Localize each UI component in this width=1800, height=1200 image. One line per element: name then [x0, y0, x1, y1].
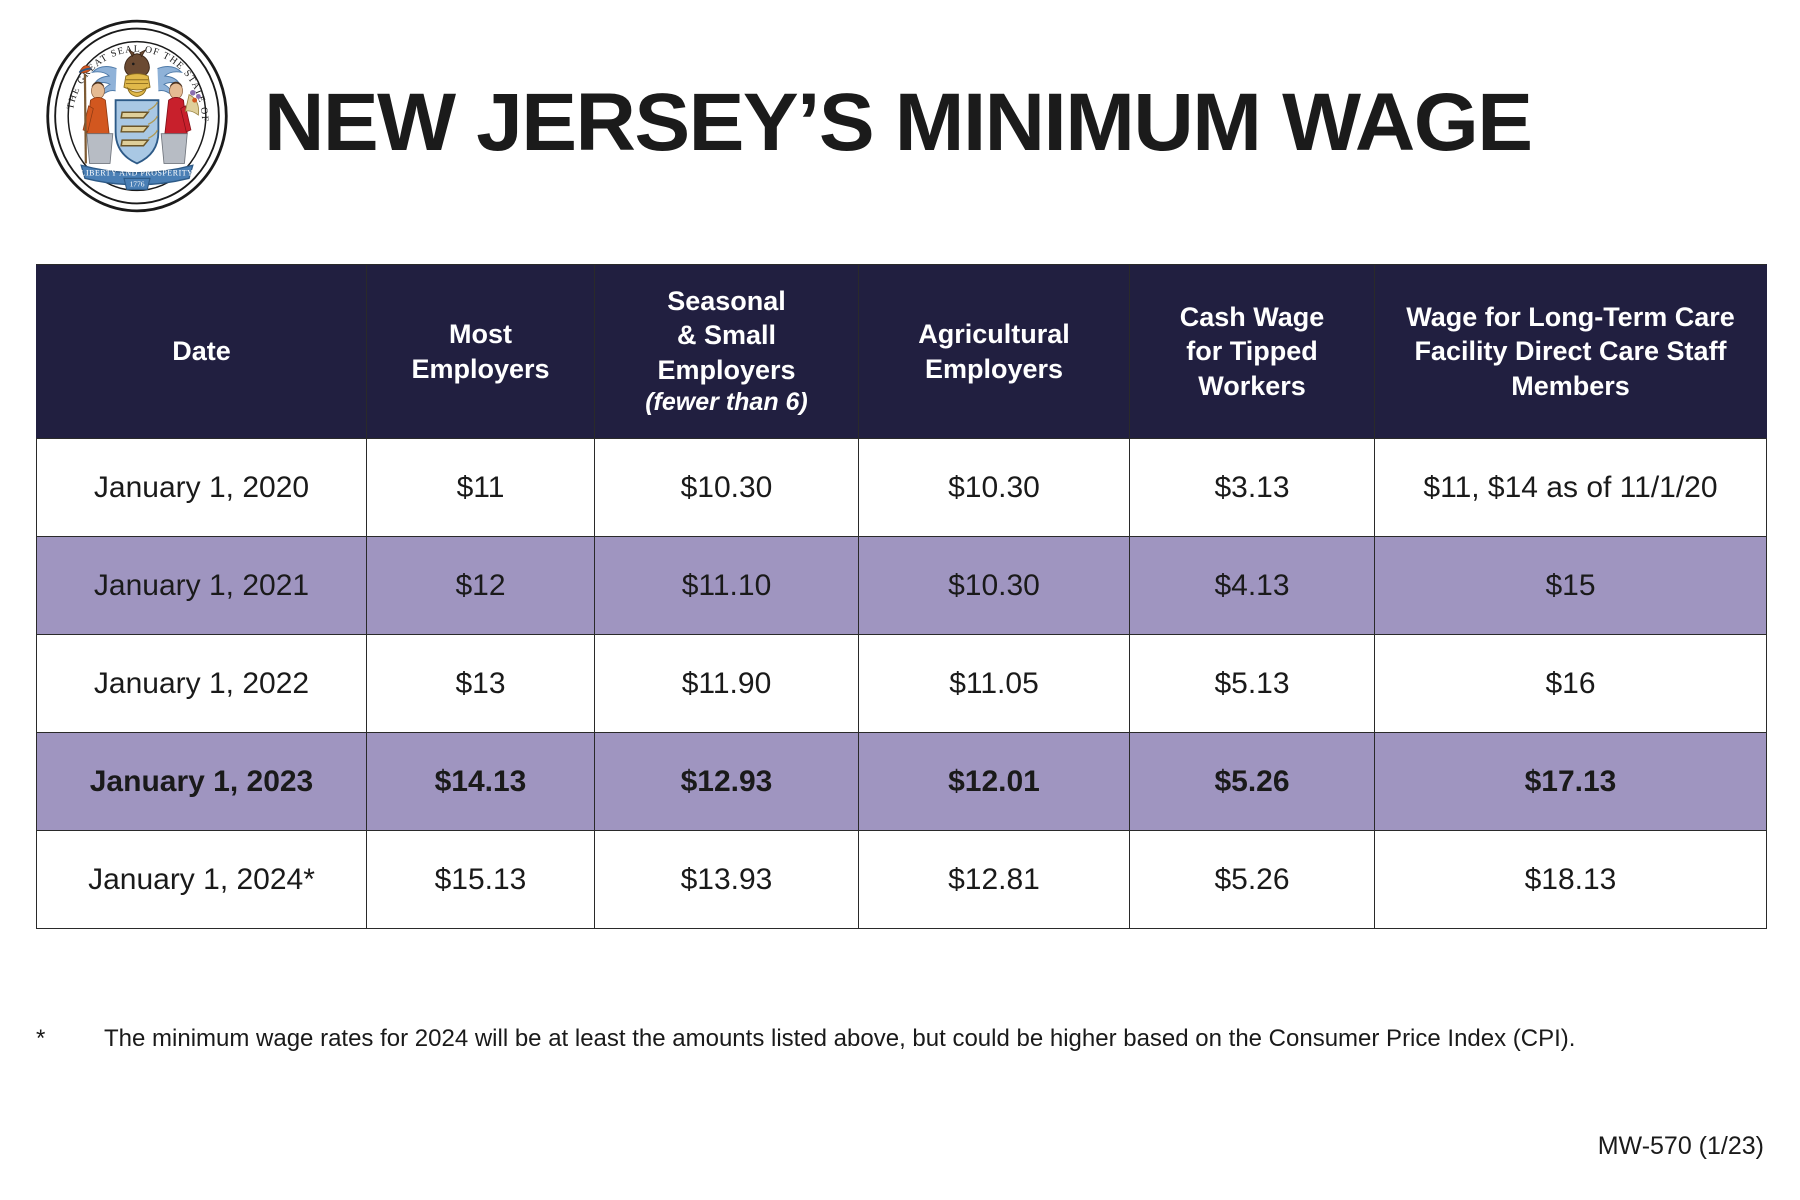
- cell-date: January 1, 2022: [36, 634, 367, 733]
- cell-long-term-care: $11, $14 as of 11/1/20: [1374, 438, 1767, 537]
- cell-long-term-care: $18.13: [1374, 830, 1767, 929]
- cell-long-term-care: $16: [1374, 634, 1767, 733]
- cell-agricultural: $12.01: [858, 732, 1130, 831]
- column-header-seasonal-line1: Seasonal: [667, 286, 786, 317]
- cell-agricultural: $11.05: [858, 634, 1130, 733]
- table-header-row: Date Most Employers Seasonal & Small Emp…: [36, 264, 1767, 439]
- column-header-tipped-line3: Workers: [1198, 370, 1306, 401]
- column-header-agricultural-line2: Employers: [924, 353, 1064, 384]
- cell-tipped: $5.26: [1129, 830, 1375, 929]
- table-row: January 1, 2024* $15.13 $13.93 $12.81 $5…: [36, 830, 1767, 929]
- cell-date: January 1, 2023: [36, 732, 367, 831]
- column-header-date-label: Date: [172, 336, 231, 367]
- cell-seasonal-small: $12.93: [594, 732, 859, 831]
- poster-header: THE GREAT SEAL OF THE STATE OF NEW JERSE…: [0, 0, 1800, 232]
- cell-date: January 1, 2020: [36, 438, 367, 537]
- cell-tipped: $3.13: [1129, 438, 1375, 537]
- cell-most-employers: $11: [366, 438, 595, 537]
- column-header-seasonal-subtext: (fewer than 6): [645, 388, 808, 417]
- cell-long-term-care: $17.13: [1374, 732, 1767, 831]
- column-header-seasonal-line2: & Small: [676, 320, 777, 351]
- document-reference-code: MW-570 (1/23): [1597, 1132, 1764, 1160]
- cell-most-employers: $12: [366, 536, 595, 635]
- column-header-seasonal-small-employers: Seasonal & Small Employers (fewer than 6…: [594, 264, 859, 439]
- footnote-text: The minimum wage rates for 2024 will be …: [104, 1025, 1576, 1052]
- table-row: January 1, 2022 $13 $11.90 $11.05 $5.13 …: [36, 634, 1767, 733]
- cell-most-employers: $15.13: [366, 830, 595, 929]
- column-header-seasonal-line3: Employers: [657, 354, 796, 385]
- minimum-wage-table-container: Date Most Employers Seasonal & Small Emp…: [36, 264, 1767, 929]
- column-header-most-employers-line2: Employers: [411, 353, 550, 384]
- cell-tipped: $5.13: [1129, 634, 1375, 733]
- minimum-wage-table: Date Most Employers Seasonal & Small Emp…: [36, 264, 1767, 929]
- cell-agricultural: $10.30: [858, 536, 1130, 635]
- cell-seasonal-small: $11.90: [594, 634, 859, 733]
- column-header-cash-wage-tipped: Cash Wage for Tipped Workers: [1129, 264, 1375, 439]
- cell-seasonal-small: $10.30: [594, 438, 859, 537]
- table-header: Date Most Employers Seasonal & Small Emp…: [36, 264, 1767, 439]
- nj-state-seal-icon: THE GREAT SEAL OF THE STATE OF NEW JERSE…: [44, 18, 228, 213]
- svg-text:LIBERTY AND PROSPERITY: LIBERTY AND PROSPERITY: [81, 169, 194, 178]
- cell-date: January 1, 2021: [36, 536, 367, 635]
- column-header-ltc-line3: Members: [1511, 370, 1630, 401]
- cell-tipped: $5.26: [1129, 732, 1375, 831]
- cell-seasonal-small: $13.93: [594, 830, 859, 929]
- column-header-ltc-line2: Facility Direct Care Staff: [1414, 336, 1727, 367]
- cell-long-term-care: $15: [1374, 536, 1767, 635]
- column-header-tipped-line1: Cash Wage: [1179, 302, 1325, 333]
- seal-container: THE GREAT SEAL OF THE STATE OF NEW JERSE…: [32, 18, 242, 214]
- column-header-most-employers: Most Employers: [366, 264, 595, 439]
- cell-agricultural: $10.30: [858, 438, 1130, 537]
- table-row: January 1, 2023 $14.13 $12.93 $12.01 $5.…: [36, 732, 1767, 831]
- footnote: * The minimum wage rates for 2024 will b…: [36, 1023, 1766, 1054]
- footnote-marker: *: [36, 1025, 46, 1052]
- table-row: January 1, 2020 $11 $10.30 $10.30 $3.13 …: [36, 438, 1767, 537]
- table-row: January 1, 2021 $12 $11.10 $10.30 $4.13 …: [36, 536, 1767, 635]
- cell-tipped: $4.13: [1129, 536, 1375, 635]
- cell-most-employers: $14.13: [366, 732, 595, 831]
- table-body: January 1, 2020 $11 $10.30 $10.30 $3.13 …: [36, 438, 1767, 929]
- column-header-date: Date: [36, 264, 367, 439]
- cell-agricultural: $12.81: [858, 830, 1130, 929]
- column-header-agricultural-employers: Agricultural Employers: [858, 264, 1130, 439]
- cell-date: January 1, 2024*: [36, 830, 367, 929]
- column-header-long-term-care: Wage for Long-Term Care Facility Direct …: [1374, 264, 1767, 439]
- column-header-ltc-line1: Wage for Long-Term Care: [1406, 302, 1735, 333]
- column-header-agricultural-line1: Agricultural: [918, 319, 1070, 350]
- column-header-most-employers-line1: Most: [449, 319, 512, 350]
- cell-seasonal-small: $11.10: [594, 536, 859, 635]
- page-title: NEW JERSEY’S MINIMUM WAGE: [264, 77, 1533, 168]
- svg-text:1776: 1776: [130, 180, 145, 189]
- cell-most-employers: $13: [366, 634, 595, 733]
- column-header-tipped-line2: for Tipped: [1186, 336, 1318, 367]
